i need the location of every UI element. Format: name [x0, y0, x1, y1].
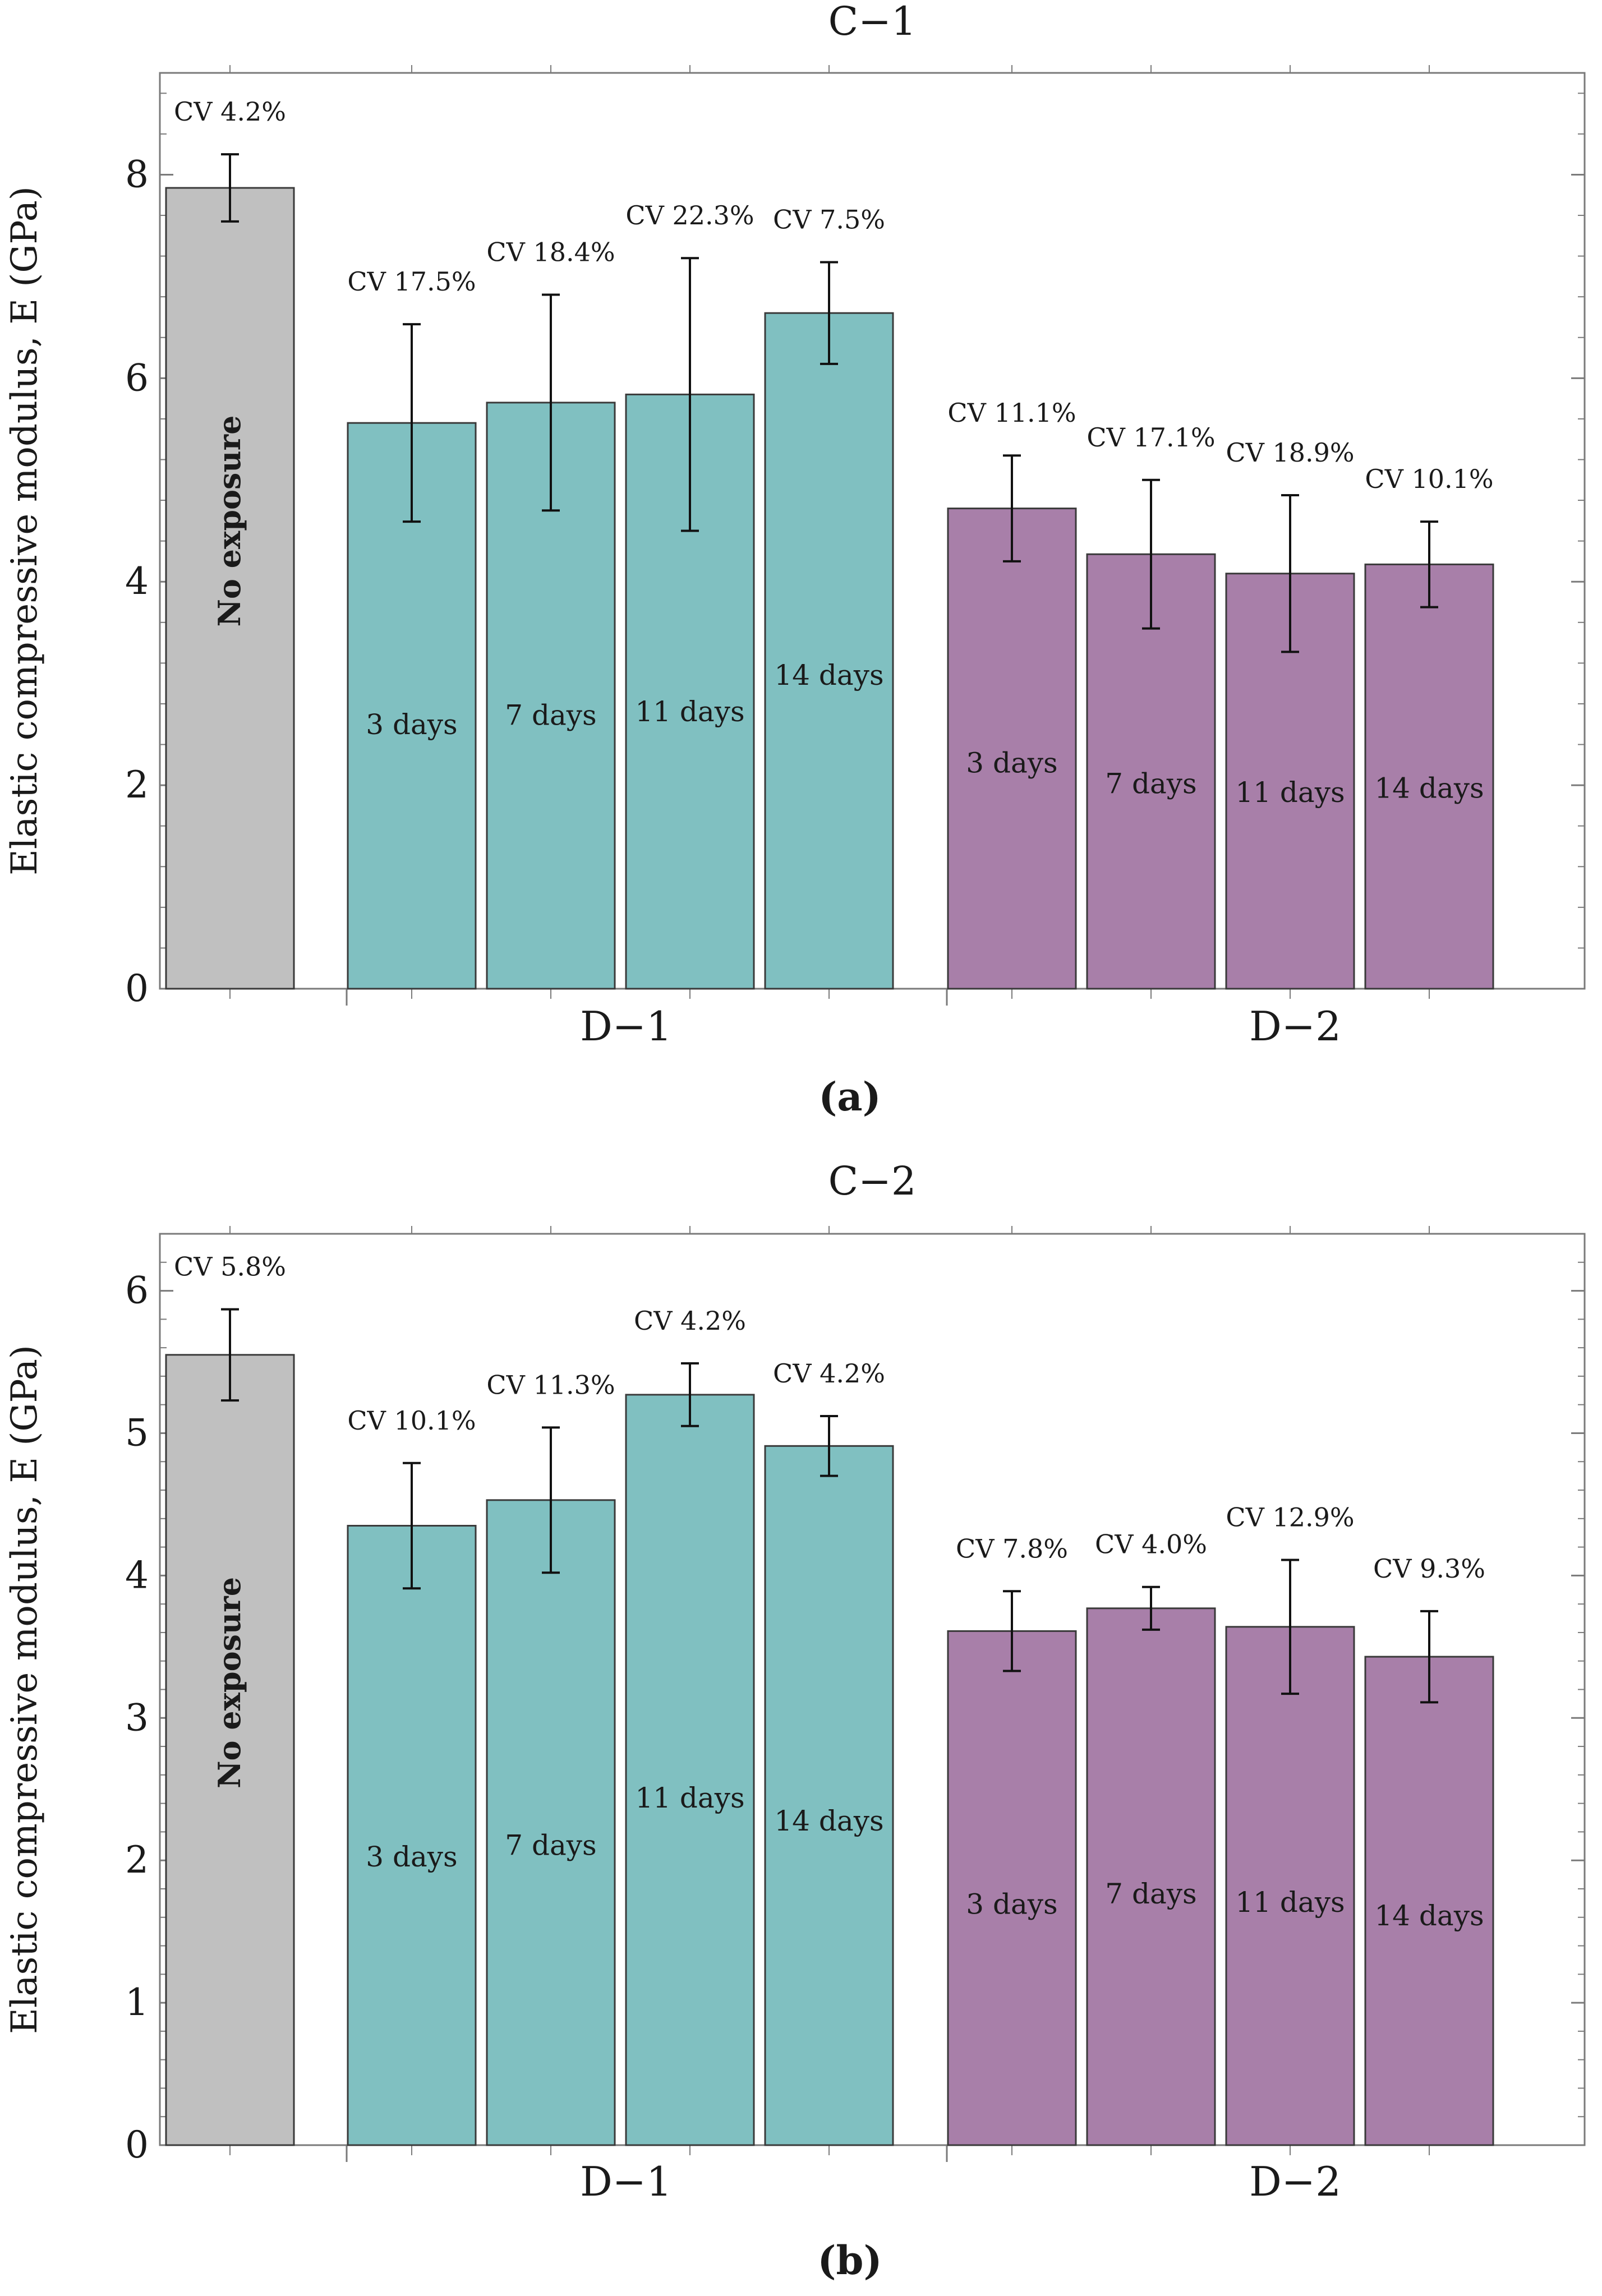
bar-group: CV 7.8% 3 days [947, 1533, 1077, 2146]
bar-group: CV 11.3% 7 days [486, 1370, 616, 2146]
x-group-label: D−2 [1249, 2158, 1341, 2205]
cv-label: CV 22.3% [625, 200, 754, 230]
bar-label: 14 days [774, 1805, 883, 1837]
bar-d2 [1086, 1607, 1216, 2146]
y-tick-label: 0 [125, 967, 149, 1010]
cv-label: CV 7.8% [956, 1533, 1068, 1564]
bar-d1 [764, 1445, 894, 2146]
bar-control [165, 187, 295, 990]
bar-group: CV 4.2% No exposure [165, 96, 295, 990]
bar-group: CV 10.1% 14 days [1364, 464, 1494, 990]
cv-label: CV 10.1% [1365, 464, 1493, 494]
bar-label: No exposure [211, 416, 247, 627]
bar-label: 11 days [1235, 776, 1345, 809]
y-tick-label: 0 [125, 2123, 149, 2166]
bar-d2 [1364, 1656, 1494, 2146]
bar-d2 [1225, 1626, 1355, 2146]
bar-group: CV 4.0% 7 days [1086, 1529, 1216, 2146]
bar-group: CV 5.8% No exposure [165, 1252, 295, 2146]
bar-group: CV 22.3% 11 days [625, 200, 755, 990]
bar-d1 [764, 312, 894, 990]
bar-label: 11 days [635, 695, 744, 728]
bar-label: 3 days [966, 1888, 1057, 1921]
cv-label: CV 5.8% [174, 1252, 286, 1282]
y-tick-label: 8 [125, 153, 149, 196]
y-tick-label: 2 [125, 1838, 149, 1882]
bar-label: 11 days [1235, 1886, 1345, 1919]
panel-label: (a) [818, 1073, 881, 1120]
cv-label: CV 10.1% [347, 1405, 476, 1436]
cv-label: CV 11.1% [947, 398, 1076, 428]
bar-group: CV 4.2% 14 days [764, 1358, 894, 2146]
cv-label: CV 12.9% [1226, 1502, 1354, 1532]
x-group-label: D−1 [580, 2158, 672, 2205]
bar-label: 3 days [966, 747, 1057, 780]
cv-label: CV 17.5% [347, 266, 476, 297]
bar-d2 [1364, 563, 1494, 990]
bar-d2 [947, 1630, 1077, 2146]
cv-label: CV 4.2% [634, 1306, 746, 1336]
bar-group: CV 9.3% 14 days [1364, 1553, 1494, 2146]
cv-label: CV 18.9% [1226, 437, 1354, 468]
cv-label: CV 4.2% [174, 96, 286, 127]
panel-label: (b) [817, 2237, 882, 2284]
y-tick-label: 4 [125, 560, 149, 603]
bar-label: 11 days [635, 1782, 744, 1814]
chart-title: C−1 [828, 0, 917, 44]
bar-label: 7 days [1105, 1878, 1196, 1910]
y-axis-label: Elastic compressive modulus, E (GPa) [4, 186, 45, 875]
bar-label: 14 days [1374, 772, 1484, 805]
bar-d1 [486, 1499, 616, 2146]
bar-label: 14 days [1374, 1899, 1484, 1932]
bar-d1 [625, 1394, 755, 2146]
cv-label: CV 7.5% [773, 204, 885, 234]
bar-d2 [947, 508, 1077, 990]
cv-label: CV 17.1% [1087, 422, 1215, 453]
y-tick-label: 5 [125, 1411, 149, 1454]
bar-control [165, 1354, 295, 2146]
bar-label: No exposure [211, 1577, 247, 1788]
y-axis-label: Elastic compressive modulus, E (GPa) [4, 1345, 45, 2034]
bar-label: 7 days [505, 1829, 596, 1861]
bar-group: CV 18.9% 11 days [1225, 437, 1355, 990]
bar-label: 3 days [366, 1841, 457, 1873]
bar-group: CV 17.1% 7 days [1086, 422, 1216, 990]
x-group-label: D−2 [1249, 1003, 1341, 1050]
y-tick-label: 6 [125, 356, 149, 399]
bar-group: CV 12.9% 11 days [1225, 1502, 1355, 2146]
bar-label: 7 days [505, 699, 596, 732]
chart-title: C−2 [828, 1158, 917, 1204]
y-tick-label: 4 [125, 1553, 149, 1597]
cv-label: CV 4.0% [1095, 1529, 1207, 1560]
x-group-label: D−1 [580, 1003, 672, 1050]
y-tick-label: 3 [125, 1696, 149, 1739]
cv-label: CV 9.3% [1373, 1553, 1485, 1584]
bar-group: CV 11.1% 3 days [947, 398, 1077, 990]
bar-group: CV 7.5% 14 days [764, 204, 894, 990]
bar-label: 14 days [774, 659, 883, 691]
y-tick-label: 6 [125, 1269, 149, 1312]
bar-label: 3 days [366, 708, 457, 741]
bar-group: CV 10.1% 3 days [347, 1405, 477, 2146]
cv-label: CV 18.4% [486, 237, 615, 268]
y-tick-label: 2 [125, 763, 149, 806]
bar-group: CV 17.5% 3 days [347, 266, 477, 990]
cv-label: CV 11.3% [486, 1370, 615, 1400]
bar-group: CV 4.2% 11 days [625, 1306, 755, 2146]
bar-group: CV 18.4% 7 days [486, 237, 616, 990]
cv-label: CV 4.2% [773, 1358, 885, 1389]
y-tick-label: 1 [125, 1981, 149, 2024]
bar-d1 [347, 1525, 477, 2146]
bar-label: 7 days [1105, 767, 1196, 800]
